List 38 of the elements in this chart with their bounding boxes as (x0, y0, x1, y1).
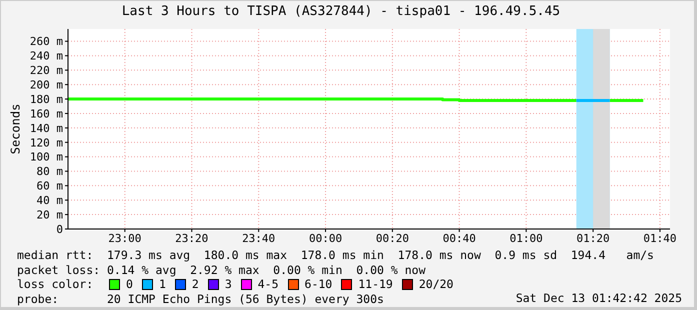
legend-label: 3 (224, 277, 232, 292)
text: Sat Dec 13 01:42:42 2025 (516, 291, 682, 305)
x-tick-label: 00:40 (442, 232, 476, 245)
x-tick-label: 01:20 (576, 232, 610, 245)
y-tick-label: 20 m (36, 208, 64, 222)
legend-title: loss color: (17, 277, 94, 292)
x-tick-label: 01:40 (643, 232, 677, 245)
text: probe: 20 ICMP Echo Pings (56 Bytes) every 300s (17, 292, 384, 306)
legend-label: 0 (125, 277, 133, 292)
y-tick-label: 200 m (30, 78, 64, 92)
y-tick-label: 0 (56, 222, 63, 236)
x-tick-label: 23:00 (108, 232, 142, 245)
text: packet loss: 0.14 % avg 2.92 % max 0.00 % min 0.00 % now (17, 262, 426, 277)
y-tick-label: 260 m (30, 35, 64, 48)
text: median rtt: 179.3 ms avg 180.0 ms max 178.0 ms min 178.0 ms now 0.9 ms sd 194.4 am/s (17, 248, 654, 262)
y-tick-label: 160 m (30, 107, 64, 120)
x-tick-label: 01:00 (510, 232, 543, 245)
y-tick-label: 240 m (30, 50, 64, 63)
legend-label: 20/20 (418, 277, 454, 292)
y-tick-label: 180 m (30, 92, 64, 106)
y-axis-title: Seconds (8, 104, 22, 154)
y-tick-label: 140 m (30, 122, 64, 135)
x-tick-label: 23:20 (175, 232, 208, 245)
y-tick-label: 100 m (30, 150, 64, 164)
y-tick-label: 220 m (30, 64, 64, 78)
x-tick-label: 00:00 (308, 232, 342, 245)
legend-label: 6-10 (304, 277, 332, 292)
legend-label: 2 (190, 277, 199, 292)
y-tick-label: 120 m (30, 136, 64, 150)
y-tick-label: 60 m (36, 180, 64, 193)
y-tick-label: 40 m (36, 194, 64, 208)
x-tick-label: 23:40 (242, 232, 276, 245)
y-tick-label: 80 m (36, 165, 64, 178)
legend-label: 11-19 (357, 277, 393, 292)
chart-title: Last 3 Hours to TISPA (AS327844) - tispa01 - 196.49.5.45 (120, 4, 562, 19)
x-tick-label: 00:20 (376, 232, 409, 245)
legend-label: 1 (158, 277, 166, 292)
legend-label: 4-5 (256, 277, 279, 292)
